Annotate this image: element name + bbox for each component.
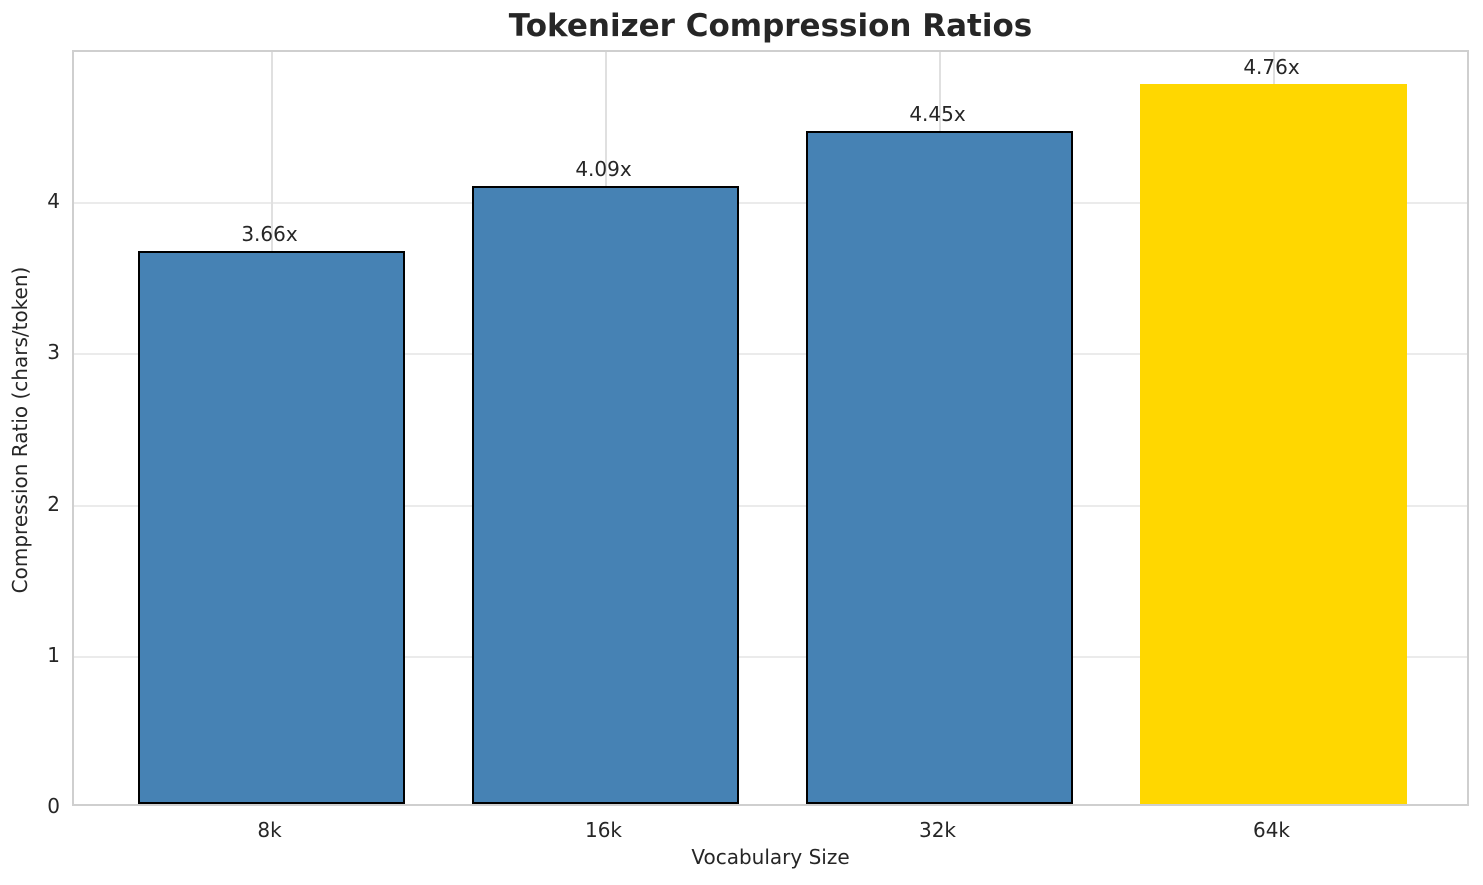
gridline-horizontal <box>74 655 1467 658</box>
y-axis-label: Compression Ratio (chars/token) <box>8 266 32 594</box>
x-axis-label: Vocabulary Size <box>691 845 850 869</box>
bar-16k <box>471 185 740 804</box>
bar-64k <box>1139 84 1408 804</box>
gridline-horizontal <box>74 353 1467 356</box>
gridline-horizontal <box>74 202 1467 205</box>
x-tick-label-64k: 64k <box>1252 818 1291 842</box>
bar-value-label: 4.76x <box>1243 55 1300 80</box>
bar-8k <box>137 250 406 804</box>
chart-title: Tokenizer Compression Ratios <box>508 8 1033 44</box>
x-tick-label-32k: 32k <box>918 818 957 842</box>
gridline-horizontal <box>74 504 1467 507</box>
bar-value-label: 4.09x <box>575 156 632 181</box>
plot-inner <box>74 52 1467 804</box>
x-tick-label-8k: 8k <box>257 818 282 842</box>
bar-value-label: 3.66x <box>241 221 298 246</box>
y-tick-label: 2 <box>47 491 60 516</box>
y-tick-label: 0 <box>47 794 60 818</box>
bar-32k <box>805 131 1074 804</box>
bar-value-label: 4.45x <box>909 102 966 127</box>
y-tick-label: 1 <box>47 642 60 667</box>
plot-area <box>72 50 1469 806</box>
y-tick-label: 3 <box>47 340 60 365</box>
x-tick-label-16k: 16k <box>584 818 623 842</box>
y-tick-label: 4 <box>47 189 60 214</box>
